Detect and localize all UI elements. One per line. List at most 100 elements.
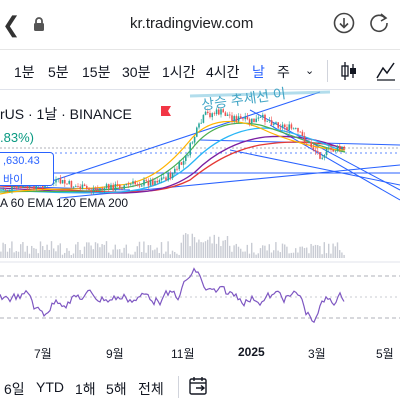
range-all[interactable]: 전체 [138, 381, 164, 397]
volume-bar [61, 254, 64, 258]
volume-bar [251, 242, 253, 258]
chevron-down-icon[interactable]: ⌄ [305, 65, 315, 77]
volume-bar [178, 254, 180, 258]
download-icon[interactable] [333, 12, 355, 39]
volume-bar [317, 245, 319, 258]
range-5y[interactable]: 5해 [106, 381, 127, 397]
ema-legend[interactable]: A 60 EMA 120 EMA 200 [0, 196, 129, 210]
ema-mid-line [0, 122, 346, 193]
volume-bar [99, 247, 101, 258]
candle-body [220, 109, 222, 115]
back-arrow-icon[interactable]: ❮ [2, 12, 21, 37]
candlestick-icon[interactable] [340, 60, 358, 87]
candle-body [310, 141, 312, 148]
url-text[interactable]: kr.tradingview.com [130, 15, 254, 32]
candle-body [246, 116, 249, 120]
calendar-goto-icon[interactable] [188, 375, 210, 400]
candle-body [284, 124, 286, 128]
price-chart[interactable] [0, 90, 400, 370]
volume-bar [138, 241, 141, 258]
change-percent: .83%) [0, 130, 34, 145]
candle-body [59, 178, 62, 184]
x-tick-nov: 11월 [171, 347, 195, 361]
interval-week[interactable]: 주 [277, 64, 290, 80]
interval-day[interactable]: 날 [252, 64, 265, 80]
buy-price-box[interactable]: ,630.43 바이 [0, 152, 54, 186]
candle-body [165, 177, 167, 181]
volume-bar [134, 251, 136, 258]
volume-bar [9, 248, 11, 258]
candle-body [259, 117, 262, 119]
candle-body [130, 183, 132, 185]
interval-30m[interactable]: 30분 [122, 64, 151, 80]
candle-body [317, 151, 319, 153]
candle-body [94, 189, 97, 191]
volume-bar [286, 246, 288, 258]
volume-bar [46, 244, 48, 258]
volume-bar [163, 253, 165, 258]
volume-bar [110, 254, 112, 258]
trendline-upper [39, 91, 321, 186]
candle-body [182, 160, 185, 165]
interval-4h[interactable]: 4시간 [206, 64, 240, 80]
range-ytd[interactable]: YTD [36, 379, 64, 395]
candle-body [20, 184, 22, 188]
volume-bar [277, 250, 279, 258]
candle-body [72, 186, 75, 188]
volume-bar [88, 242, 90, 258]
interval-15m[interactable]: 15분 [82, 64, 111, 80]
interval-1h[interactable]: 1시간 [162, 64, 196, 80]
candle-body [244, 116, 246, 120]
candle-body [237, 116, 240, 122]
candle-body [57, 178, 59, 180]
indicators-icon[interactable] [375, 60, 397, 87]
candle-body [270, 120, 273, 125]
candle-body [251, 118, 253, 123]
volume-bar [125, 244, 127, 258]
volume-bar [160, 242, 163, 258]
volume-bar [35, 248, 37, 258]
candle-body [123, 185, 125, 189]
ema-200-line [0, 141, 346, 193]
candle-body [127, 183, 130, 185]
candle-body [226, 114, 229, 116]
candle-body [160, 177, 163, 181]
candle-body [75, 186, 77, 187]
volume-bar [75, 244, 77, 258]
interval-1m[interactable]: 1분 [14, 64, 35, 80]
volume-bar [83, 246, 86, 258]
candle-body [290, 124, 293, 129]
volume-bar [64, 252, 66, 258]
volume-bar [22, 242, 24, 258]
candle-body [108, 184, 110, 189]
candle-body [330, 147, 332, 150]
range-6d[interactable]: 6일 [4, 381, 25, 397]
interval-5m[interactable]: 5분 [48, 64, 69, 80]
reload-icon[interactable] [368, 12, 390, 39]
candle-body [88, 188, 90, 190]
range-1y[interactable]: 1해 [75, 381, 96, 397]
candle-body [281, 124, 284, 128]
volume-bar [123, 247, 125, 258]
volume-bar [341, 252, 343, 258]
candle-body [101, 188, 103, 190]
volume-bar [127, 253, 130, 258]
symbol-legend[interactable]: rUS · 1날 · BINANCE [0, 106, 132, 122]
candle-body [11, 185, 13, 191]
volume-bar [24, 251, 26, 258]
ema-short-line [0, 120, 346, 195]
range-divider [178, 376, 179, 398]
candle-body [215, 109, 218, 115]
candle-body [110, 184, 112, 189]
flag-icon[interactable] [160, 104, 172, 122]
volume-bar [132, 254, 134, 258]
volume-bar [191, 233, 193, 258]
volume-bar [149, 245, 152, 258]
volume-bar [325, 253, 328, 258]
volume-bar [48, 249, 50, 258]
candle-body [218, 109, 220, 115]
volume-bar [339, 250, 341, 258]
candle-body [339, 145, 341, 150]
volume-bar [20, 244, 22, 258]
candle-body [301, 131, 304, 137]
